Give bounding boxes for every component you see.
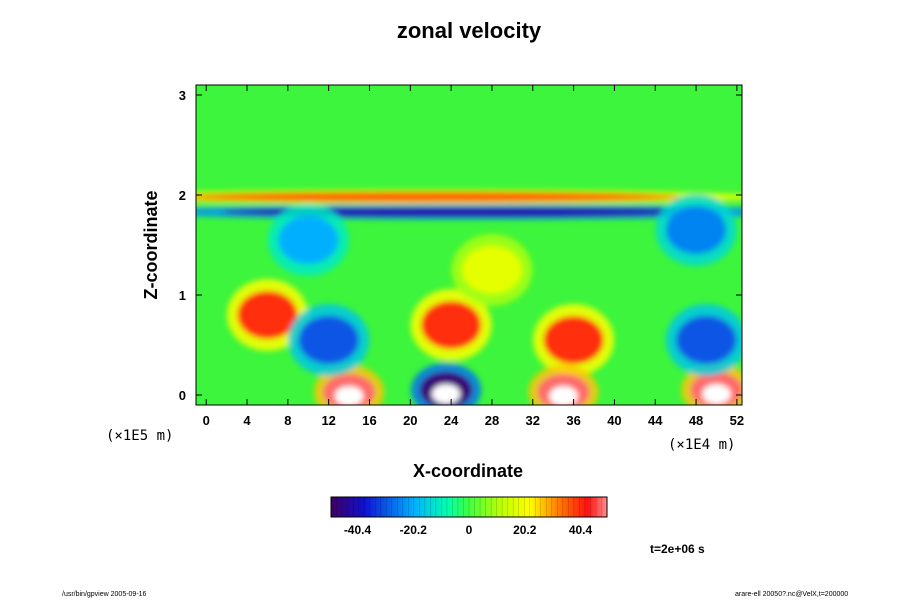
saturated-region	[702, 384, 731, 404]
y-tick-label: 1	[179, 288, 186, 303]
field-feature-core	[278, 216, 339, 264]
x-tick-marks: 0 4 8 12 16 20 24 28 32 36 40 44 48 52	[203, 85, 744, 428]
x-tick-label: 20	[403, 413, 417, 428]
x-axis-label: X-coordinate	[413, 461, 523, 481]
colorbar-ramp	[330, 496, 608, 518]
y-tick-marks: 0 1 2 3	[179, 88, 742, 403]
field-feature-core	[666, 206, 727, 254]
x-tick-label: 16	[362, 413, 376, 428]
x-tick-label: 28	[485, 413, 499, 428]
x-tick-label: 36	[566, 413, 580, 428]
x-tick-label: 0	[203, 413, 210, 428]
x-tick-label: 4	[243, 413, 251, 428]
y-units-label: (×1E5 m)	[106, 428, 173, 444]
x-tick-label: 44	[648, 413, 663, 428]
field-feature-core	[237, 291, 298, 339]
y-tick-label: 0	[179, 388, 186, 403]
colorbar-tick-label: -20.2	[400, 523, 428, 537]
field-feature-core	[676, 316, 737, 364]
chart-title: zonal velocity	[397, 18, 542, 43]
colorbar-tick-label: 40.4	[569, 523, 593, 537]
x-tick-label: 24	[444, 413, 459, 428]
x-tick-label: 12	[321, 413, 335, 428]
plot-frame	[195, 84, 743, 406]
x-tick-label: 40	[607, 413, 621, 428]
x-units-label: (×1E4 m)	[668, 437, 735, 453]
time-label: t=2e+06 s	[650, 542, 705, 556]
field-feature-core	[461, 246, 522, 294]
footer-right: arare-ell 20050?.nc@VelX,t=200000	[735, 591, 848, 598]
colorbar-tick-label: 0	[466, 523, 473, 537]
saturated-region	[549, 386, 578, 405]
y-tick-label: 3	[179, 88, 186, 103]
saturated-region	[431, 384, 461, 404]
field-feature-core	[543, 316, 604, 364]
colorbar: -40.4 -20.2 0 20.2 40.4	[330, 496, 608, 537]
x-tick-label: 32	[526, 413, 540, 428]
field-feature-core	[196, 192, 681, 202]
x-tick-label: 48	[689, 413, 703, 428]
heatmap-field	[196, 85, 742, 405]
y-tick-label: 2	[179, 188, 186, 203]
saturated-region	[334, 386, 364, 405]
y-axis-label: Z-coordinate	[141, 190, 161, 299]
field-feature-core	[421, 301, 482, 349]
field-feature-core	[221, 207, 722, 217]
colorbar-tick-label: -40.4	[344, 523, 372, 537]
x-tick-label: 52	[730, 413, 744, 428]
colorbar-tick-label: 20.2	[513, 523, 537, 537]
x-tick-label: 8	[284, 413, 291, 428]
field-feature-core	[298, 316, 359, 364]
footer-left: /usr/bin/gpview 2005-09-16	[62, 591, 147, 598]
